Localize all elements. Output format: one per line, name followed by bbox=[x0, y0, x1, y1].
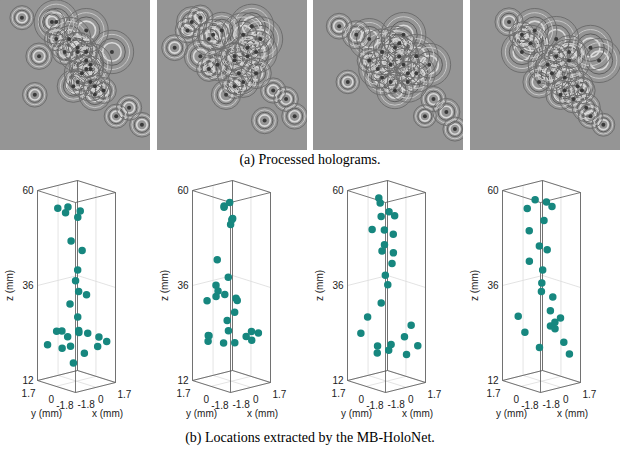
svg-text:y (mm): y (mm) bbox=[496, 408, 527, 419]
svg-text:12: 12 bbox=[487, 375, 499, 386]
svg-text:12: 12 bbox=[332, 375, 344, 386]
svg-text:0: 0 bbox=[513, 394, 519, 405]
svg-text:z (mm): z (mm) bbox=[314, 270, 325, 301]
svg-text:36: 36 bbox=[332, 280, 344, 291]
svg-text:1.7: 1.7 bbox=[428, 389, 442, 400]
svg-text:-1.8: -1.8 bbox=[366, 399, 384, 411]
svg-text:x (mm): x (mm) bbox=[92, 408, 123, 419]
svg-text:y (mm): y (mm) bbox=[341, 408, 372, 419]
svg-text:x (mm): x (mm) bbox=[557, 408, 588, 419]
svg-text:x (mm): x (mm) bbox=[402, 408, 433, 419]
svg-text:60: 60 bbox=[177, 185, 189, 196]
html-text:(a) Processed holograms.: (a) Processed holograms. bbox=[239, 152, 381, 167]
svg-text:0: 0 bbox=[253, 394, 259, 405]
svg-text:-1.8: -1.8 bbox=[232, 398, 250, 410]
svg-text:12: 12 bbox=[22, 375, 34, 386]
svg-text:0: 0 bbox=[358, 394, 364, 405]
svg-text:36: 36 bbox=[22, 280, 34, 291]
svg-text:x (mm): x (mm) bbox=[247, 408, 278, 419]
svg-text:1.7: 1.7 bbox=[273, 389, 287, 400]
svg-text:-1.8: -1.8 bbox=[387, 398, 405, 410]
svg-text:36: 36 bbox=[487, 280, 499, 291]
svg-text:z (mm): z (mm) bbox=[4, 270, 15, 301]
svg-text:12: 12 bbox=[177, 375, 189, 386]
svg-text:0: 0 bbox=[98, 394, 104, 405]
svg-text:1.7: 1.7 bbox=[332, 388, 346, 399]
svg-text:1.7: 1.7 bbox=[22, 388, 36, 399]
svg-text:60: 60 bbox=[487, 185, 499, 196]
svg-text:0: 0 bbox=[48, 394, 54, 405]
svg-text:36: 36 bbox=[177, 280, 189, 291]
html-text:(b) Locations extracted by the: (b) Locations extracted by the MB-HoloNe… bbox=[185, 430, 435, 445]
svg-text:-1.8: -1.8 bbox=[521, 399, 539, 411]
svg-text:1.7: 1.7 bbox=[118, 389, 132, 400]
svg-text:60: 60 bbox=[22, 185, 34, 196]
svg-text:-1.8: -1.8 bbox=[211, 399, 229, 411]
svg-text:1.7: 1.7 bbox=[583, 389, 597, 400]
svg-text:-1.8: -1.8 bbox=[542, 398, 560, 410]
svg-text:0: 0 bbox=[408, 394, 414, 405]
svg-text:y (mm): y (mm) bbox=[186, 408, 217, 419]
svg-text:60: 60 bbox=[332, 185, 344, 196]
svg-text:1.7: 1.7 bbox=[487, 388, 501, 399]
svg-text:1.7: 1.7 bbox=[177, 388, 191, 399]
svg-text:0: 0 bbox=[563, 394, 569, 405]
svg-text:z (mm): z (mm) bbox=[159, 270, 170, 301]
svg-text:-1.8: -1.8 bbox=[56, 399, 74, 411]
svg-text:-1.8: -1.8 bbox=[77, 398, 95, 410]
svg-text:y (mm): y (mm) bbox=[31, 408, 62, 419]
svg-text:z (mm): z (mm) bbox=[469, 270, 480, 301]
svg-text:0: 0 bbox=[203, 394, 209, 405]
